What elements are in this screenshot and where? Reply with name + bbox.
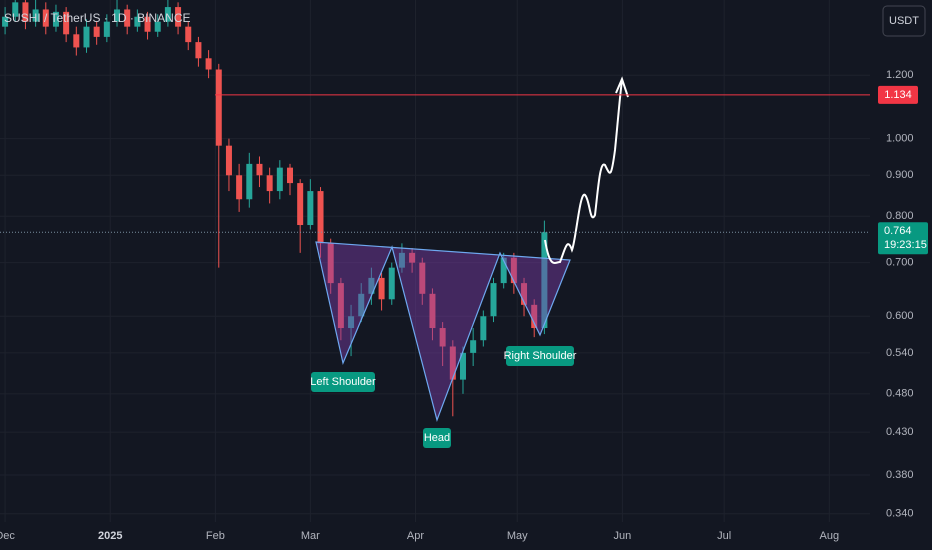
candle-body	[246, 163, 253, 200]
x-tick-label: Dec	[0, 530, 15, 542]
x-tick-label: 2025	[98, 530, 122, 542]
countdown-label: 19:23:15	[884, 239, 927, 251]
annotation-text: Left Shoulder	[310, 376, 376, 388]
candle-body	[114, 9, 121, 22]
candle-body	[480, 316, 487, 341]
level-label-box	[878, 85, 918, 104]
symbol-title: SUSHI / TetherUS · 1D · BINANCE	[4, 11, 191, 25]
candle-body	[378, 277, 385, 300]
x-tick-label: Apr	[407, 530, 424, 542]
candle-body	[73, 34, 80, 48]
y-tick-label: 0.480	[886, 388, 914, 400]
candle-body	[83, 26, 90, 48]
candle-body	[185, 26, 192, 43]
candle-body	[42, 9, 49, 27]
candle-body	[124, 9, 131, 27]
y-tick-label: 0.600	[886, 310, 914, 322]
candle-body	[175, 7, 182, 27]
candle-body	[195, 42, 202, 59]
candle-body	[317, 191, 324, 244]
candle-body	[337, 283, 344, 329]
candle-body	[93, 26, 100, 37]
candle-body	[12, 2, 19, 17]
last-price-label: 0.764	[884, 225, 912, 237]
candle-body	[297, 183, 304, 226]
y-tick-label: 1.000	[886, 133, 914, 145]
candle-body	[490, 283, 497, 317]
candle-body	[409, 252, 416, 263]
annotation-text: Right Shoulder	[504, 350, 577, 362]
candle-body	[388, 267, 395, 300]
candle-body	[215, 69, 222, 146]
candle-body	[358, 293, 365, 317]
candle-body	[459, 352, 466, 380]
candle-body	[348, 316, 355, 329]
x-tick-label: May	[507, 530, 528, 542]
candle-body	[134, 16, 141, 27]
y-tick-label: 1.200	[886, 69, 914, 81]
candle-body	[449, 346, 456, 380]
y-tick-label: 0.900	[886, 169, 914, 181]
candle-body	[225, 145, 232, 176]
candle-body	[510, 257, 517, 284]
candle-body	[439, 328, 446, 347]
candle-body	[103, 21, 110, 37]
y-tick-label: 0.800	[886, 210, 914, 222]
projection-arrow	[615, 76, 629, 98]
currency-label[interactable]: USDT	[889, 15, 919, 27]
candle-body	[52, 11, 59, 27]
currency-button[interactable]	[882, 5, 926, 37]
candle-body	[500, 257, 507, 284]
candle-body	[307, 191, 314, 226]
x-tick-label: Mar	[301, 530, 320, 542]
projection-path	[544, 79, 623, 264]
annotation-box	[423, 428, 451, 448]
annotation-box	[311, 372, 375, 392]
candle-body	[276, 167, 283, 192]
price-axis	[870, 0, 932, 550]
level-label: 1.134	[884, 89, 912, 101]
x-tick-label: Jun	[614, 530, 632, 542]
y-tick-label: 0.700	[886, 257, 914, 269]
candle-body	[22, 2, 29, 22]
candle-body	[266, 175, 273, 192]
candle-body	[256, 163, 263, 176]
annotation-text: Head	[424, 432, 450, 444]
x-tick-label: Aug	[820, 530, 840, 542]
candle-body	[32, 9, 39, 22]
candle-body	[63, 11, 70, 35]
candle-body	[327, 243, 334, 284]
candle-body	[398, 252, 405, 268]
candle-body	[368, 277, 375, 294]
overlay: 1.200 1.000 0.900 0.800 0.700 0.600 0.540 0.480…	[0, 69, 928, 542]
grid	[0, 0, 870, 522]
candle-body	[531, 304, 538, 329]
candle-body	[419, 262, 426, 294]
candle-body	[521, 283, 528, 305]
candle-body	[541, 232, 548, 329]
annotation-box	[506, 346, 574, 366]
last-price-box	[878, 222, 928, 255]
candle-body	[287, 167, 293, 184]
y-tick-label: 0.540	[886, 347, 914, 359]
candle-body	[205, 58, 212, 70]
candle-body	[164, 7, 171, 22]
x-tick-label: Feb	[206, 530, 225, 542]
y-tick-label: 0.380	[886, 469, 914, 481]
candles	[2, 0, 548, 417]
candle-body	[144, 16, 151, 32]
candle-body	[470, 340, 477, 353]
y-tick-label: 0.340	[886, 508, 914, 520]
candle-body	[2, 16, 9, 27]
candle-body	[236, 175, 243, 200]
x-tick-label: Jul	[717, 530, 731, 542]
pattern-shape	[315, 241, 571, 422]
y-tick-label: 0.430	[886, 426, 914, 438]
candle-body	[154, 21, 161, 32]
candle-body	[429, 293, 436, 329]
